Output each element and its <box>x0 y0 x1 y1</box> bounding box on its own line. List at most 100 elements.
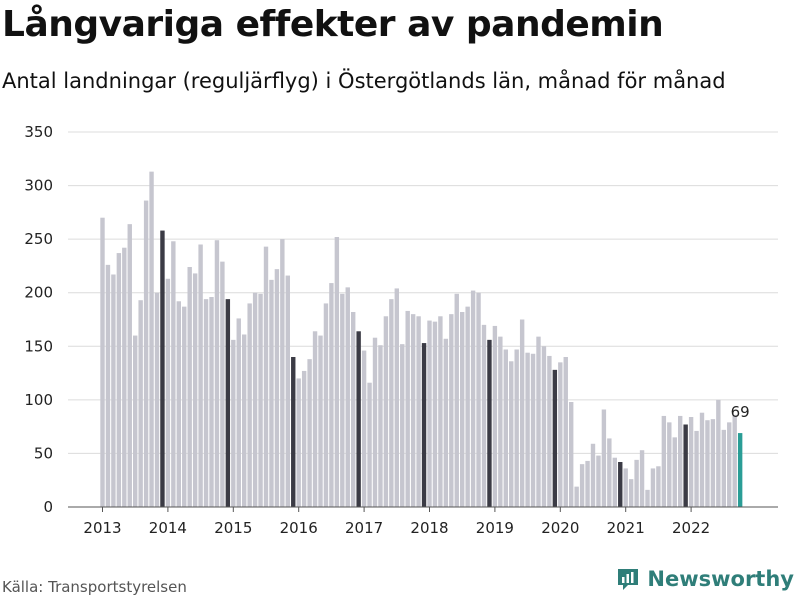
bar-103 <box>656 466 661 507</box>
x-tick-label-2016: 2016 <box>280 519 318 537</box>
bar-89 <box>579 464 585 507</box>
y-tick-label-250: 250 <box>24 230 53 248</box>
y-axis: 0 50 100 150 200 250 300 350 <box>24 123 53 516</box>
bar-37 <box>296 378 301 507</box>
bar-33 <box>274 269 280 507</box>
latest-value-label: 69 <box>731 403 750 421</box>
bar-31 <box>263 246 269 507</box>
bar-68 <box>465 306 470 507</box>
bar-11 <box>154 292 160 507</box>
bar-84 <box>552 369 558 507</box>
bar-106 <box>672 437 677 507</box>
bar-20 <box>203 299 209 507</box>
bar-102 <box>650 468 656 507</box>
bar-60 <box>421 343 427 507</box>
latest-bar <box>737 433 743 507</box>
chart-title: Långvariga effekter av pandemin <box>2 4 664 45</box>
bar-64 <box>443 338 449 507</box>
bar-17 <box>187 267 192 507</box>
y-tick-label-100: 100 <box>24 391 53 409</box>
bar-14 <box>171 241 176 508</box>
bar-22 <box>214 240 220 507</box>
bar-10 <box>149 171 154 507</box>
bar-23 <box>220 261 225 507</box>
bar-27 <box>242 334 247 507</box>
bar-76 <box>509 361 514 507</box>
bar-6 <box>127 224 132 507</box>
bar-101 <box>645 489 650 507</box>
x-tick-label-2017: 2017 <box>345 519 383 537</box>
bar-16 <box>182 306 187 507</box>
bar-7 <box>133 335 138 507</box>
bar-52 <box>378 345 383 507</box>
bar-69 <box>470 290 476 507</box>
bar-94 <box>607 438 612 507</box>
bar-15 <box>176 301 181 507</box>
bar-18 <box>192 273 198 507</box>
bar-46 <box>345 287 350 507</box>
bar-92 <box>596 455 601 507</box>
bar-55 <box>394 288 399 507</box>
bar-83 <box>547 355 552 507</box>
bar-44 <box>334 237 340 507</box>
bar-47 <box>351 312 356 507</box>
bar-81 <box>536 336 541 507</box>
bar-12 <box>160 230 165 508</box>
bar-30 <box>258 293 263 507</box>
bar-95 <box>612 457 617 507</box>
bar-100 <box>639 450 645 507</box>
bar-66 <box>454 293 459 507</box>
bar-79 <box>525 352 530 507</box>
bar-77 <box>514 349 519 507</box>
bar-116 <box>727 422 732 507</box>
bar-29 <box>252 292 258 507</box>
bar-99 <box>634 459 639 507</box>
bar-1 <box>100 217 105 507</box>
bar-96 <box>618 462 623 507</box>
bar-49 <box>361 350 367 507</box>
bar-115 <box>721 429 726 507</box>
bar-series <box>100 171 743 508</box>
bar-93 <box>601 409 607 507</box>
x-tick-label-2014: 2014 <box>149 519 187 537</box>
bar-72 <box>487 339 492 507</box>
bar-26 <box>236 318 241 507</box>
bar-75 <box>503 349 508 507</box>
bar-9 <box>143 200 149 508</box>
bar-57 <box>405 310 410 507</box>
x-tick-label-2022: 2022 <box>672 519 710 537</box>
bar-117 <box>732 414 737 507</box>
x-tick-label-2018: 2018 <box>410 519 448 537</box>
bar-113 <box>710 419 716 507</box>
x-tick-label-2020: 2020 <box>541 519 579 537</box>
bar-2 <box>105 264 111 507</box>
bar-59 <box>416 316 421 507</box>
bar-13 <box>165 278 171 507</box>
bar-5 <box>122 247 127 507</box>
x-tick-label-2013: 2013 <box>83 519 121 537</box>
x-axis: 2013 2014 2015 2016 2017 2018 2019 2020 2021 2022 <box>68 506 778 537</box>
bar-45 <box>340 293 345 507</box>
brand-logo: Newsworthy <box>615 566 794 592</box>
bar-63 <box>438 316 443 507</box>
bar-4 <box>116 253 122 507</box>
data-labels: 69 <box>731 403 750 421</box>
bar-67 <box>460 312 465 507</box>
bar-65 <box>449 314 454 507</box>
bar-48 <box>356 331 361 507</box>
bar-39 <box>307 359 312 507</box>
bar-40 <box>312 331 318 507</box>
y-tick-label-0: 0 <box>43 498 53 516</box>
bar-91 <box>590 443 596 507</box>
x-tick-label-2019: 2019 <box>476 519 514 537</box>
bar-82 <box>541 346 547 507</box>
bar-74 <box>498 336 503 507</box>
bar-88 <box>574 486 579 507</box>
bar-78 <box>519 319 525 507</box>
bar-32 <box>269 279 274 507</box>
bar-105 <box>667 422 672 507</box>
bar-56 <box>400 344 405 507</box>
bar-112 <box>705 420 710 507</box>
bar-24 <box>225 299 231 507</box>
bar-53 <box>383 316 389 507</box>
